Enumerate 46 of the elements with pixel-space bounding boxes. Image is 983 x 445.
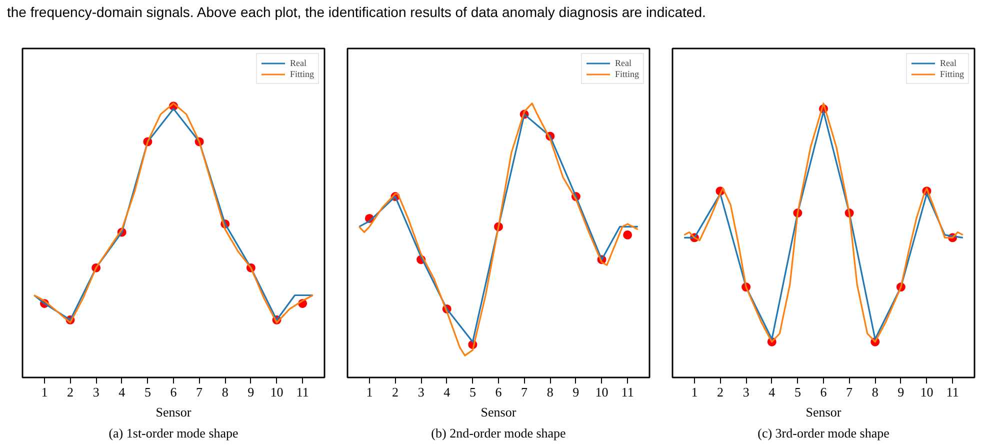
- x-tick-label: 10: [595, 384, 608, 400]
- x-tick-label: 8: [222, 384, 228, 400]
- x-tick-label: 5: [794, 384, 801, 400]
- x-tick-label: 9: [572, 384, 580, 400]
- x-tick-label: 9: [898, 384, 904, 400]
- x-tick-label: 7: [196, 384, 204, 400]
- x-tick-label: 2: [67, 384, 74, 400]
- x-tick-label: 10: [270, 384, 284, 400]
- x-tick-label: 4: [768, 384, 776, 400]
- legend-label: Fitting: [614, 69, 639, 79]
- legend-label: Real: [614, 58, 632, 68]
- x-tick-label: 5: [469, 384, 476, 400]
- x-tick-label: 3: [742, 384, 750, 400]
- x-tick-label: 10: [920, 384, 934, 400]
- x-tick-label: 6: [820, 384, 828, 400]
- x-tick-label: 11: [296, 384, 309, 400]
- x-tick-label: 7: [846, 384, 854, 400]
- x-tick-label: 1: [41, 384, 48, 400]
- text: (c) 3rd-order mode shape: [758, 426, 890, 440]
- x-tick-label: 4: [444, 384, 451, 400]
- x-tick-label: 1: [366, 384, 373, 400]
- legend-label: Real: [290, 58, 308, 68]
- x-tick-label: 1: [691, 384, 698, 400]
- x-tick-label: 9: [248, 384, 254, 400]
- x-tick-label: 3: [92, 384, 100, 400]
- legend-label: Real: [940, 58, 958, 68]
- x-tick-label: 8: [546, 384, 554, 400]
- x-axis-title: Sensor: [480, 404, 517, 420]
- x-tick-label: 8: [872, 384, 878, 400]
- text: (b) 2nd-order mode shape: [431, 426, 566, 440]
- x-tick-label: 11: [621, 384, 634, 400]
- x-tick-label: 7: [521, 384, 528, 400]
- x-tick-label: 6: [495, 384, 502, 400]
- legend-label: Fitting: [290, 69, 314, 79]
- x-axis-title: Sensor: [806, 404, 842, 420]
- x-tick-label: 11: [946, 384, 959, 400]
- legend-label: Fitting: [940, 69, 964, 79]
- x-tick-label: 6: [170, 384, 178, 400]
- x-tick-label: 5: [144, 384, 151, 400]
- x-axis-title: Sensor: [156, 404, 192, 420]
- x-tick-label: 3: [418, 384, 424, 400]
- x-tick-label: 2: [392, 384, 398, 400]
- x-tick-label: 2: [717, 384, 724, 400]
- x-tick-label: 4: [118, 384, 126, 400]
- text: the frequency-domain signals. Above each plot, the identification results of data anomaly diagnosis are indicated.: [7, 4, 706, 20]
- text: (a) 1st-order mode shape: [108, 426, 239, 440]
